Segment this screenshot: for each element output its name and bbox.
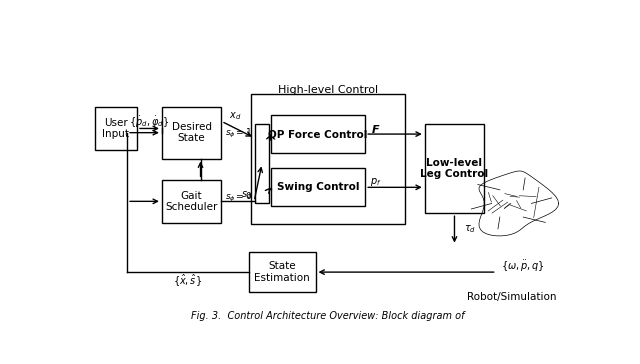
Text: $\{\hat{x},\hat{s}\}$: $\{\hat{x},\hat{s}\}$ (173, 273, 202, 289)
Text: $s_\phi = 1$: $s_\phi = 1$ (225, 127, 252, 140)
Text: Fig. 3.  Control Architecture Overview: Block diagram of: Fig. 3. Control Architecture Overview: B… (191, 311, 465, 321)
Text: $\{\omega,\ddot{p},q\}$: $\{\omega,\ddot{p},q\}$ (500, 258, 545, 273)
Text: Gait
Scheduler: Gait Scheduler (165, 190, 218, 212)
Bar (271, 169, 365, 206)
Text: Low-level
Leg Control: Low-level Leg Control (420, 158, 488, 179)
Text: Robot/Simulation: Robot/Simulation (467, 292, 556, 302)
Bar (271, 115, 365, 153)
Text: High-level Control: High-level Control (278, 85, 378, 95)
Bar (95, 107, 137, 150)
Bar (255, 123, 269, 203)
Text: $p_f$: $p_f$ (371, 176, 382, 188)
Text: $\boldsymbol{F}$: $\boldsymbol{F}$ (371, 123, 381, 135)
Text: $s_\phi$: $s_\phi$ (241, 190, 253, 202)
Text: Swing Control: Swing Control (277, 182, 359, 192)
Bar (162, 107, 221, 159)
Bar (251, 94, 405, 225)
Bar (162, 179, 221, 223)
Text: $\{\dot{p}_d,\dot{\varphi}_d\}$: $\{\dot{p}_d,\dot{\varphi}_d\}$ (129, 115, 170, 130)
Text: QP Force Control: QP Force Control (268, 129, 368, 139)
Text: $s_\phi = 0$: $s_\phi = 0$ (225, 190, 252, 203)
Text: Desired
State: Desired State (172, 122, 212, 143)
Text: $x_d$: $x_d$ (229, 110, 241, 122)
Text: User
Input: User Input (102, 118, 129, 139)
Text: $\tau_d$: $\tau_d$ (465, 223, 477, 235)
Bar (425, 123, 484, 213)
Text: State
Estimation: State Estimation (254, 261, 310, 283)
Bar (249, 253, 316, 292)
